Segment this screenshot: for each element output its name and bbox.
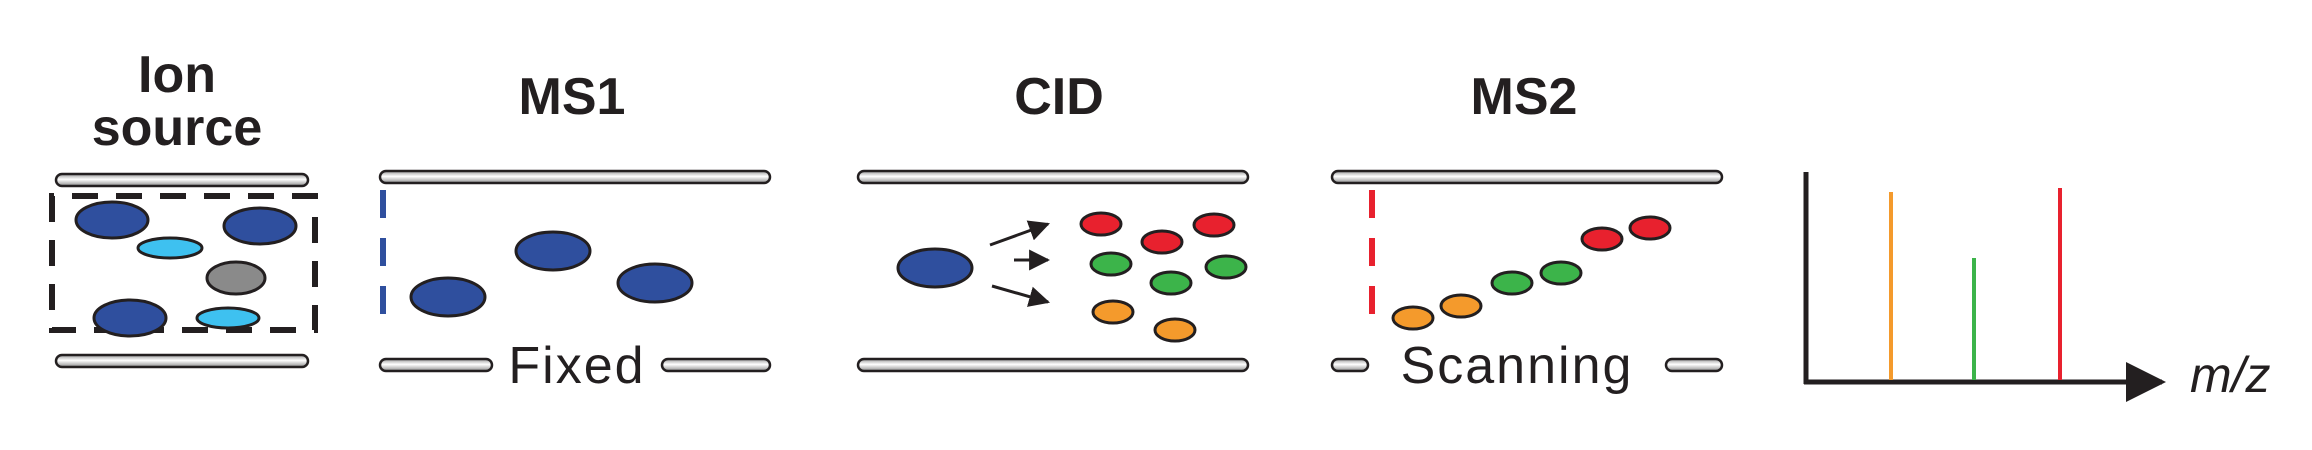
- green-fragment-ion: [1490, 270, 1534, 296]
- ms2-top-rod: [1330, 169, 1724, 185]
- precursor-ion: [222, 206, 298, 246]
- fragmentation-arrow: [989, 220, 1050, 247]
- precursor-ion: [74, 200, 150, 240]
- green-fragment-ion: [1089, 251, 1133, 277]
- ion-source-chamber-outline: [49, 193, 318, 333]
- light-blue-ion: [136, 236, 204, 260]
- red-fragment-ion: [1580, 226, 1624, 252]
- gray-ion: [205, 260, 267, 296]
- ms1-top-rod: [378, 169, 772, 185]
- ms2-bottom-rod-left: [1330, 357, 1370, 373]
- red-fragment-ion: [1628, 215, 1672, 241]
- ms2-stage: MS2 Scanning: [1330, 68, 1724, 395]
- red-fragment-ion: [1140, 229, 1184, 255]
- cid-title: CID: [1014, 68, 1104, 126]
- ion-source-title-line1: Ion: [138, 46, 216, 104]
- mass-spectrum: m/z: [1803, 172, 2271, 403]
- precursor-ion: [896, 247, 974, 289]
- ms2-title: MS2: [1471, 68, 1578, 126]
- green-fragment-ion: [1204, 254, 1248, 280]
- ion-source-stage: Ion source: [49, 46, 318, 369]
- precursor-ion: [92, 298, 168, 338]
- ion-source-bottom-rod: [54, 353, 310, 369]
- cid-stage: CID: [856, 68, 1250, 373]
- green-fragment-ion: [1539, 260, 1583, 286]
- ms2-mode-label: Scanning: [1401, 337, 1634, 395]
- light-blue-ion: [195, 306, 261, 330]
- red-fragment-ion: [1192, 212, 1236, 238]
- cid-top-rod: [856, 169, 1250, 185]
- fragmentation-arrow: [991, 284, 1051, 307]
- orange-fragment-ion: [1091, 299, 1135, 325]
- orange-fragment-ion: [1153, 317, 1197, 343]
- cid-bottom-rod: [856, 357, 1250, 373]
- ms1-stage: MS1 Fixed: [378, 68, 772, 395]
- green-fragment-ion: [1149, 270, 1193, 296]
- precursor-ion: [409, 276, 487, 318]
- ms1-mode-label: Fixed: [508, 337, 645, 395]
- ion-source-top-rod: [54, 172, 310, 188]
- precursor-ion: [514, 230, 592, 272]
- x-axis-label: m/z: [2190, 347, 2271, 403]
- ms1-bottom-rod-right: [660, 357, 772, 373]
- ms2-bottom-rod-right: [1664, 357, 1724, 373]
- orange-fragment-ion: [1391, 305, 1435, 331]
- precursor-ion: [616, 262, 694, 304]
- ion-source-title-line2: source: [92, 99, 263, 157]
- ms1-bottom-rod-left: [378, 357, 494, 373]
- orange-fragment-ion: [1439, 293, 1483, 319]
- red-fragment-ion: [1079, 211, 1123, 237]
- ms1-title: MS1: [519, 68, 626, 126]
